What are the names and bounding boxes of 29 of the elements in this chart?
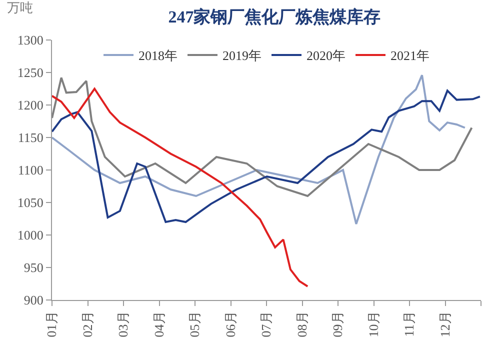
y-tick-label: 1100: [18, 162, 44, 178]
legend-label: 2020年: [306, 48, 346, 64]
y-tick-label: 1050: [17, 195, 44, 210]
y-tick-label: 1250: [17, 65, 44, 80]
y-tick-label: 900: [24, 292, 44, 308]
chart-title: 247家钢厂焦化厂炼焦煤库存: [168, 7, 381, 26]
legend-label: 2019年: [222, 48, 262, 64]
x-tick-label: 04月: [151, 311, 166, 338]
x-tick-label: 02月: [80, 311, 95, 338]
y-tick-label: 1150: [18, 130, 44, 146]
x-tick-label: 10月: [366, 311, 381, 338]
x-tick-label: 05月: [187, 311, 202, 338]
x-tick-label: 12月: [437, 311, 452, 338]
y-tick-label: 950: [24, 260, 44, 276]
y-axis-title: 万吨: [7, 0, 33, 15]
y-tick-label: 1300: [17, 32, 44, 48]
x-tick-label: 07月: [258, 311, 274, 338]
legend-label: 2018年: [138, 48, 178, 64]
y-tick-label: 1000: [17, 228, 44, 243]
x-tick-label: 06月: [222, 311, 238, 338]
y-tick-label: 1200: [17, 98, 44, 113]
x-tick-label: 03月: [116, 311, 131, 338]
x-tick-label: 09月: [330, 311, 346, 338]
x-tick-label: 01月: [44, 311, 60, 338]
x-tick-label: 08月: [294, 311, 310, 338]
x-tick-label: 11月: [402, 311, 417, 337]
legend-label: 2021年: [390, 48, 430, 64]
line-series: [52, 88, 309, 288]
line-series: [52, 76, 473, 197]
